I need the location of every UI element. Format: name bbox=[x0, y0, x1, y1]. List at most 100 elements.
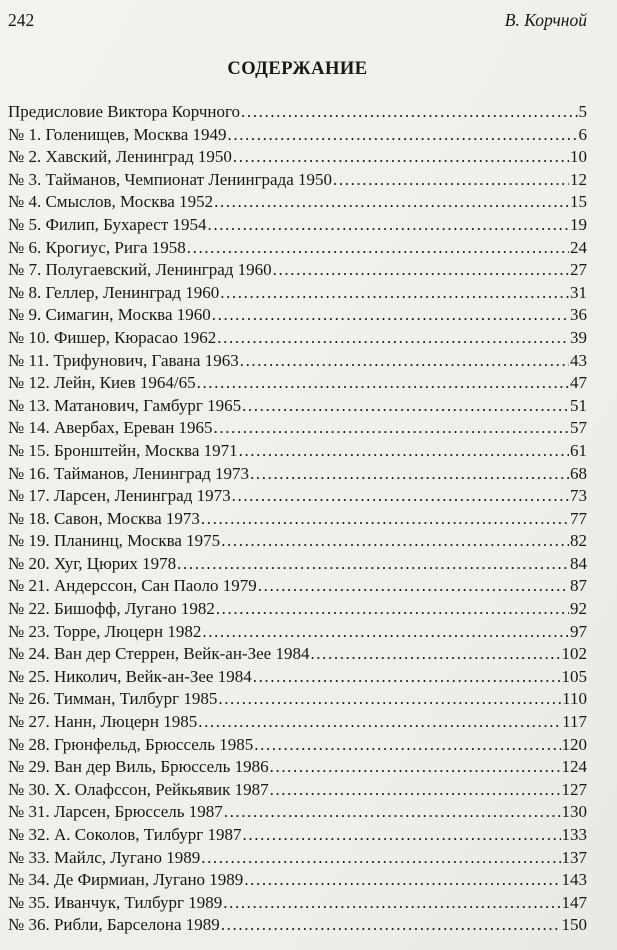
toc-entry-page: 133 bbox=[561, 825, 588, 844]
toc-entry-page: 39 bbox=[570, 327, 587, 347]
toc-entry-page: 31 bbox=[570, 282, 587, 302]
toc-entry: № 26. Тимман, Тилбург 1985 110 bbox=[8, 689, 587, 712]
toc-entry-page: 110 bbox=[562, 689, 587, 709]
toc-leader-dots bbox=[228, 125, 578, 145]
toc-entry: № 29. Ван дер Виль, Брюссель 1986 124 bbox=[8, 757, 587, 780]
toc-entry: № 4. Смыслов, Москва 1952 15 bbox=[8, 192, 587, 215]
toc-entry: Предисловие Виктора Корчного 5 bbox=[8, 102, 587, 125]
toc-entry: № 21. Андерссон, Сан Паоло 1979 87 bbox=[8, 576, 587, 599]
toc-entry-page: 10 bbox=[570, 147, 587, 167]
toc-entry: № 11. Трифунович, Гавана 1963 43 bbox=[8, 351, 587, 374]
toc-entry-label: № 6. Крогиус, Рига 1958 bbox=[8, 237, 186, 257]
toc-leader-dots bbox=[197, 373, 569, 393]
toc-entry-page: 120 bbox=[561, 734, 588, 754]
toc-title: СОДЕРЖАНИЕ bbox=[227, 59, 368, 79]
toc-entry-page: 12 bbox=[570, 169, 587, 189]
toc-entry-label: № 16. Тайманов, Ленинград 1973 bbox=[8, 463, 250, 483]
toc-entry-label: № 12. Лейн, Киев 1964/65 bbox=[8, 373, 196, 393]
toc-entry: № 9. Симагин, Москва 1960 36 bbox=[8, 305, 587, 328]
toc-entry-page: 24 bbox=[570, 237, 587, 257]
toc-leader-dots bbox=[202, 622, 569, 642]
toc-entry-page: 105 bbox=[561, 666, 588, 686]
toc-entry: № 34. Де Фирмиан, Лугано 1989 143 bbox=[8, 870, 587, 893]
toc-leader-dots bbox=[214, 418, 569, 438]
toc-entry-page: 82 bbox=[570, 531, 587, 551]
toc-entry-page: 97 bbox=[570, 621, 587, 641]
toc-entry-page: 73 bbox=[570, 486, 587, 506]
toc-entry-label: № 1. Голенищев, Москва 1949 bbox=[8, 124, 227, 144]
toc-entry: № 36. Рибли, Барселона 1989 150 bbox=[8, 915, 587, 938]
toc-leader-dots bbox=[201, 509, 569, 529]
running-header-author: В. Корчной bbox=[504, 10, 587, 30]
toc-entry-page: 77 bbox=[570, 508, 587, 528]
toc-entry-page: 87 bbox=[570, 576, 587, 596]
toc-entry-page: 130 bbox=[561, 802, 588, 822]
toc-entry: № 17. Ларсен, Ленинград 1973 73 bbox=[8, 486, 587, 509]
toc-leader-dots bbox=[270, 780, 561, 800]
page-header: 242 В. Корчной bbox=[8, 10, 587, 31]
toc-leader-dots bbox=[208, 215, 569, 235]
toc-leader-dots bbox=[270, 757, 561, 777]
toc-leader-dots bbox=[220, 283, 569, 303]
toc-entry: № 2. Хавский, Ленинград 1950 10 bbox=[8, 147, 587, 170]
toc-entry-label: № 33. Майлс, Лугано 1989 bbox=[8, 847, 201, 867]
toc-entry-label: Предисловие Виктора Корчного bbox=[8, 102, 241, 121]
toc-entry: № 19. Планинц, Москва 1975 82 bbox=[8, 531, 587, 554]
toc-entry: № 22. Бишофф, Лугано 1982 92 bbox=[8, 599, 587, 622]
toc-entry: № 1. Голенищев, Москва 1949 6 bbox=[8, 125, 587, 148]
toc-leader-dots bbox=[310, 644, 560, 664]
toc-entry-page: 84 bbox=[570, 553, 587, 573]
toc-entry-label: № 19. Планинц, Москва 1975 bbox=[8, 531, 221, 551]
toc-leader-dots bbox=[214, 192, 569, 212]
toc-entry-page: 61 bbox=[570, 440, 587, 460]
toc-leader-dots bbox=[221, 531, 569, 551]
toc-entry-label: № 24. Ван дер Стеррен, Вейк-ан-Зее 1984 bbox=[8, 644, 310, 664]
toc-entry-label: № 14. Авербах, Ереван 1965 bbox=[8, 418, 213, 438]
toc-entry-page: 92 bbox=[570, 599, 587, 619]
toc-entry-label: № 36. Рибли, Барселона 1989 bbox=[8, 915, 220, 935]
toc-entry-page: 57 bbox=[570, 418, 587, 438]
toc-entry-page: 19 bbox=[570, 214, 587, 234]
toc-leader-dots bbox=[241, 102, 577, 122]
toc-entry: № 31. Ларсен, Брюссель 1987 130 bbox=[8, 802, 587, 825]
toc-entry-label: № 3. Тайманов, Чемпионат Ленинграда 1950 bbox=[8, 169, 333, 189]
toc-entry-label: № 15. Бронштейн, Москва 1971 bbox=[8, 440, 238, 460]
toc-entry-label: № 22. Бишофф, Лугано 1982 bbox=[8, 599, 215, 619]
toc-leader-dots bbox=[258, 576, 569, 596]
toc-leader-dots bbox=[244, 870, 560, 890]
toc-entry: № 24. Ван дер Стеррен, Вейк-ан-Зее 1984 … bbox=[8, 644, 587, 667]
toc-entry-page: 36 bbox=[570, 305, 587, 325]
toc-entry-label: № 10. Фишер, Кюрасао 1962 bbox=[8, 327, 217, 347]
toc-entry: № 8. Геллер, Ленинград 1960 31 bbox=[8, 283, 587, 306]
toc-leader-dots bbox=[333, 170, 569, 190]
toc-entry-label: № 13. Матанович, Гамбург 1965 bbox=[8, 395, 242, 415]
toc-entry-label: № 27. Нанн, Люцерн 1985 bbox=[8, 712, 198, 732]
toc-entry: № 27. Нанн, Люцерн 1985 117 bbox=[8, 712, 587, 735]
toc-entry-label: № 23. Торре, Люцерн 1982 bbox=[8, 621, 202, 641]
toc-entry-label: № 11. Трифунович, Гавана 1963 bbox=[8, 350, 239, 370]
toc-leader-dots bbox=[239, 441, 569, 461]
toc-entry-label: № 17. Ларсен, Ленинград 1973 bbox=[8, 486, 231, 506]
toc-entry-label: № 18. Савон, Москва 1973 bbox=[8, 508, 200, 528]
toc-entry-page: 147 bbox=[561, 892, 588, 912]
toc-entry: № 6. Крогиус, Рига 1958 24 bbox=[8, 238, 587, 261]
toc-leader-dots bbox=[250, 464, 569, 484]
toc-entry-label: № 2. Хавский, Ленинград 1950 bbox=[8, 147, 232, 167]
toc-leader-dots bbox=[216, 599, 569, 619]
page-number: 242 bbox=[8, 10, 35, 30]
toc-entry: № 23. Торре, Люцерн 1982 97 bbox=[8, 622, 587, 645]
toc-entry-page: 43 bbox=[570, 350, 587, 370]
toc-entry-label: № 28. Грюнфельд, Брюссель 1985 bbox=[8, 734, 254, 754]
toc-entry-label: № 31. Ларсен, Брюссель 1987 bbox=[8, 802, 223, 822]
toc-entry-label: № 4. Смыслов, Москва 1952 bbox=[8, 192, 214, 212]
toc-entry-page: 15 bbox=[570, 192, 587, 212]
toc-entry: № 13. Матанович, Гамбург 1965 51 bbox=[8, 396, 587, 419]
toc-entry: № 25. Николич, Вейк-ан-Зее 1984 105 bbox=[8, 667, 587, 690]
toc-leader-dots bbox=[233, 147, 569, 167]
toc-entry-page: 127 bbox=[561, 779, 588, 799]
toc-list: Предисловие Виктора Корчного 5 № 1. Голе… bbox=[8, 102, 587, 938]
toc-leader-dots bbox=[273, 260, 569, 280]
toc-entry-page: 5 bbox=[578, 102, 588, 121]
toc-entry-label: № 30. Х. Олафссон, Рейкьявик 1987 bbox=[8, 779, 269, 799]
toc-leader-dots bbox=[201, 848, 560, 868]
